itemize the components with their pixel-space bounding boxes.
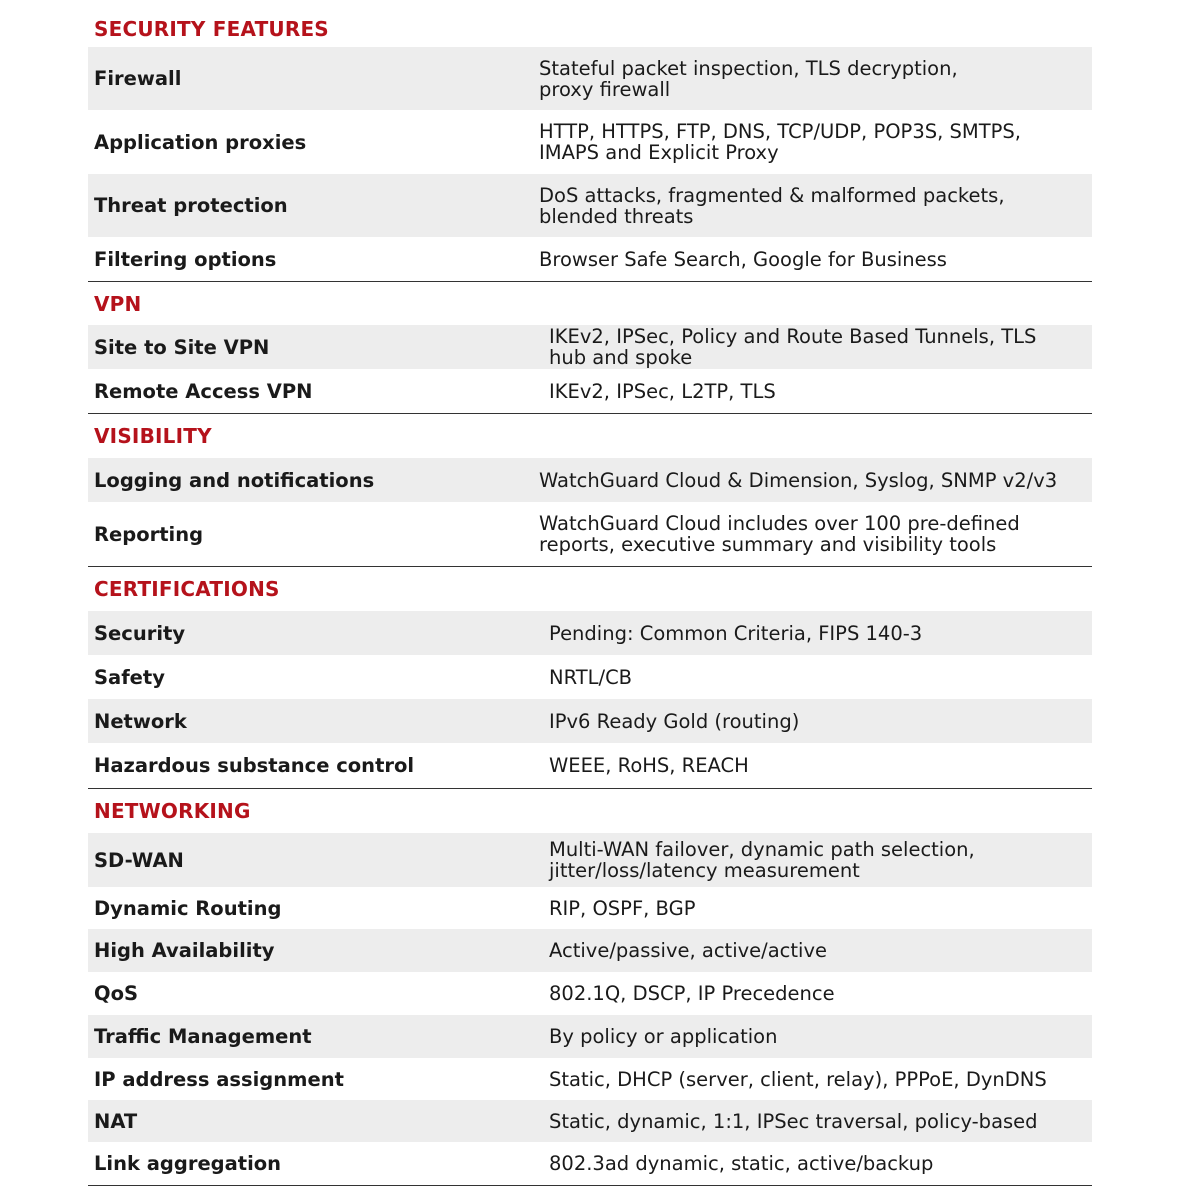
- feature-value: By policy or application: [549, 1025, 778, 1048]
- feature-label: Link aggregation: [94, 1152, 282, 1175]
- feature-label: QoS: [94, 982, 139, 1005]
- feature-label: Firewall: [94, 67, 182, 90]
- section-certifications: CERTIFICATIONS Security Pending: Common Cr…: [88, 567, 1092, 789]
- table-row: IP address assignment Static, DHCP (serve…: [88, 1058, 1092, 1100]
- section-heading: VISIBILITY: [94, 424, 212, 448]
- feature-value: Multi-WAN failover, dynamic path selecti…: [549, 838, 975, 882]
- section-heading: NETWORKING: [94, 799, 251, 823]
- feature-label: SD-WAN: [94, 848, 184, 872]
- feature-label: Security: [94, 621, 186, 645]
- feature-value: DoS attacks, fragmented & malformed pack…: [539, 183, 1005, 228]
- feature-label: IP address assignment: [94, 1067, 344, 1091]
- feature-value: IKEv2, IPSec, L2TP, TLS: [549, 379, 776, 403]
- feature-label: High Availability: [94, 939, 275, 962]
- section-networking: NETWORKING SD-WAN Multi-WAN failover, dyna…: [88, 789, 1092, 1186]
- feature-value: 802.3ad dynamic, static, active/backup: [549, 1152, 934, 1175]
- feature-value: HTTP, HTTPS, FTP, DNS, TCP/UDP, POP3S, S…: [539, 120, 1021, 164]
- table-row: Safety NRTL/CB: [88, 655, 1092, 699]
- feature-value: Static, dynamic, 1:1, IPSec traversal, p…: [549, 1109, 1038, 1133]
- feature-value: WatchGuard Cloud & Dimension, Syslog, SN…: [539, 468, 1058, 492]
- feature-label: Dynamic Routing: [94, 896, 282, 920]
- table-row: Network IPv6 Ready Gold (routing): [88, 699, 1092, 743]
- feature-value: Pending: Common Criteria, FIPS 140-3: [549, 621, 923, 645]
- table-row: Reporting WatchGuard Cloud includes over …: [88, 502, 1092, 567]
- section-visibility: VISIBILITY Logging and notifications Watch…: [88, 414, 1092, 567]
- feature-label: Reporting: [94, 522, 204, 546]
- feature-value: Static, DHCP (server, client, relay), PP…: [549, 1067, 1047, 1091]
- feature-value: Active/passive, active/active: [549, 939, 827, 962]
- feature-label: Network: [94, 709, 187, 733]
- feature-value: WEEE, RoHS, REACH: [549, 754, 749, 777]
- section-vpn: VPN Site to Site VPN IKEv2, IPSec, Policy …: [88, 282, 1092, 414]
- section-heading: CERTIFICATIONS: [94, 577, 280, 601]
- table-row: High Availability Active/passive, active/…: [88, 929, 1092, 972]
- table-row: QoS 802.1Q, DSCP, IP Precedence: [88, 972, 1092, 1015]
- table-row: Remote Access VPN IKEv2, IPSec, L2TP, TLS: [88, 369, 1092, 414]
- feature-label: Traffic Management: [94, 1025, 312, 1048]
- table-row: Site to Site VPN IKEv2, IPSec, Policy and…: [88, 325, 1092, 369]
- feature-value: NRTL/CB: [549, 665, 633, 689]
- feature-value: WatchGuard Cloud includes over 100 pre-d…: [539, 512, 1020, 556]
- feature-value: 802.1Q, DSCP, IP Precedence: [549, 982, 835, 1005]
- feature-label: Logging and notifications: [94, 468, 375, 492]
- feature-label: Application proxies: [94, 130, 307, 154]
- section-heading: VPN: [94, 291, 142, 316]
- table-row: Traffic Management By policy or applicati…: [88, 1015, 1092, 1058]
- table-row: Security Pending: Common Criteria, FIPS 1…: [88, 611, 1092, 655]
- feature-value: RIP, OSPF, BGP: [549, 896, 696, 920]
- feature-value: IPv6 Ready Gold (routing): [549, 709, 800, 733]
- feature-label: Remote Access VPN: [94, 379, 313, 403]
- section-heading: SECURITY FEATURES: [94, 16, 329, 41]
- feature-label: NAT: [94, 1109, 138, 1133]
- feature-label: Filtering options: [94, 247, 277, 271]
- section-security-features: SECURITY FEATURES Firewall Stateful packet…: [88, 10, 1092, 282]
- feature-label: Site to Site VPN: [94, 335, 270, 359]
- feature-label: Threat protection: [94, 194, 288, 217]
- table-row: Dynamic Routing RIP, OSPF, BGP: [88, 887, 1092, 929]
- table-row: SD-WAN Multi-WAN failover, dynamic path s…: [88, 833, 1092, 887]
- table-row: Firewall Stateful packet inspection, TLS …: [88, 47, 1092, 110]
- table-row: NAT Static, dynamic, 1:1, IPSec traversal…: [88, 1100, 1092, 1142]
- feature-value: Stateful packet inspection, TLS decrypti…: [539, 56, 958, 101]
- spec-sheet: SECURITY FEATURES Firewall Stateful packet…: [88, 10, 1092, 1186]
- table-row: Threat protection DoS attacks, fragmented…: [88, 174, 1092, 237]
- feature-label: Hazardous substance control: [94, 754, 415, 777]
- table-row: Hazardous substance control WEEE, RoHS, R…: [88, 743, 1092, 789]
- table-row: Link aggregation 802.3ad dynamic, static,…: [88, 1142, 1092, 1186]
- feature-value: IKEv2, IPSec, Policy and Route Based Tun…: [549, 325, 1037, 369]
- feature-label: Safety: [94, 665, 165, 689]
- table-row: Filtering options Browser Safe Search, Go…: [88, 237, 1092, 282]
- table-row: Application proxies HTTP, HTTPS, FTP, DNS…: [88, 110, 1092, 174]
- table-row: Logging and notifications WatchGuard Clou…: [88, 458, 1092, 502]
- feature-value: Browser Safe Search, Google for Business: [539, 247, 947, 271]
